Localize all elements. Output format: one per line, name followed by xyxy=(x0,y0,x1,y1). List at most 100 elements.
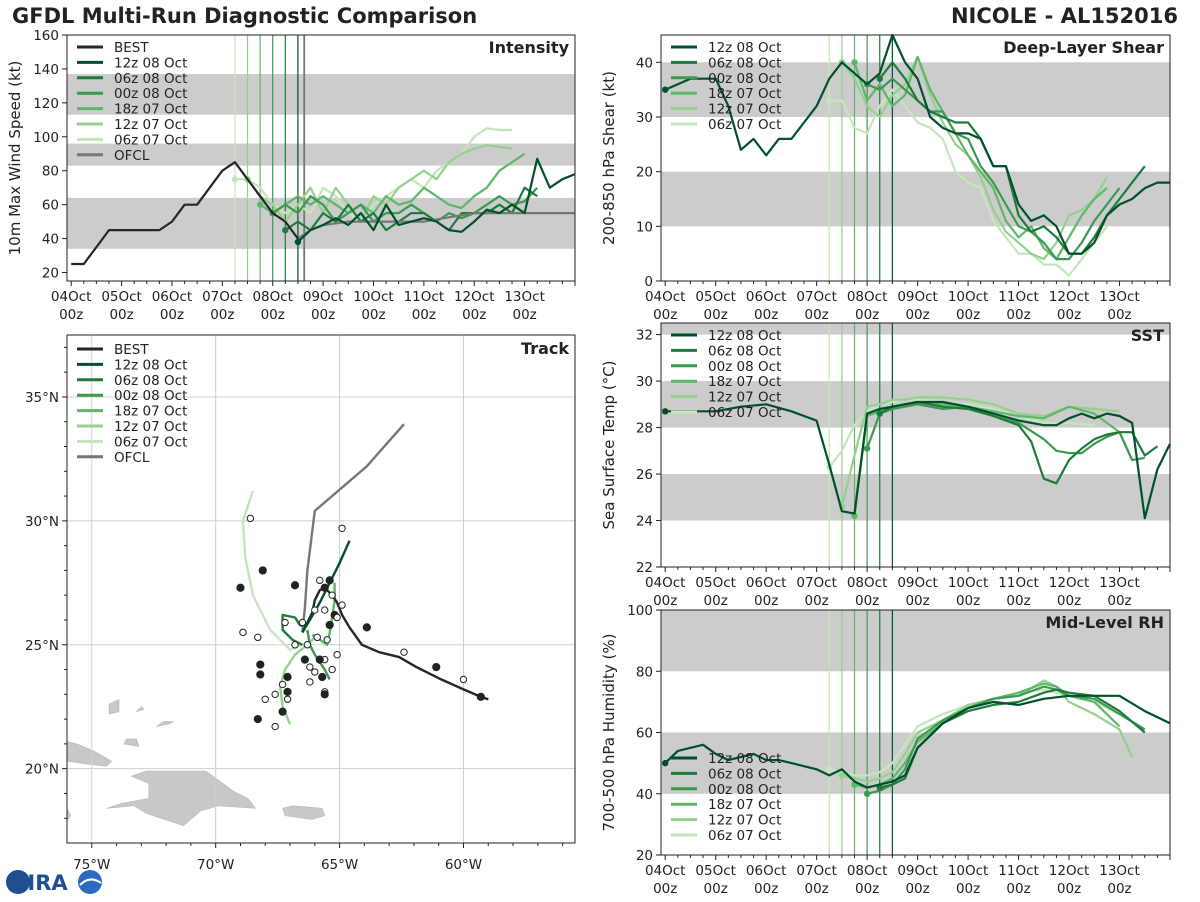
intensity-xtick-label: 00z xyxy=(361,307,385,323)
rh-xtick-label: 10Oct xyxy=(948,863,989,879)
shear-xtick-label: 12Oct xyxy=(1049,289,1090,305)
intensity-start-marker-06z-07-oct xyxy=(231,176,239,183)
track-position-marker xyxy=(476,692,485,701)
shear-xtick-label: 00z xyxy=(956,307,980,323)
rh-xtick-label: 05Oct xyxy=(695,863,736,879)
track-position-marker xyxy=(320,583,329,592)
shear-band-0 xyxy=(661,171,1170,227)
track-series-06z-07-oct xyxy=(241,490,311,651)
track-legend-label-00z-08-oct: 00z 08 Oct xyxy=(114,388,187,404)
rh-band-1 xyxy=(661,610,1170,672)
track-position-marker xyxy=(271,722,279,731)
rh-ytick-label: 40 xyxy=(636,787,653,803)
track-xtick-label: 75°W xyxy=(73,857,110,873)
track-position-marker xyxy=(261,695,269,703)
sst-xtick-label: 00z xyxy=(855,593,879,609)
shear-start-marker-18z-07-oct xyxy=(851,59,858,66)
shear-series-00z-08-oct xyxy=(866,77,1121,261)
sst-xtick-label: 10Oct xyxy=(948,575,989,591)
track-legend-label-best: BEST xyxy=(114,342,149,358)
track-position-marker xyxy=(313,633,321,642)
intensity-xtick-label: 00z xyxy=(462,307,486,323)
sst-series-06z-07-oct xyxy=(828,398,1095,468)
rh-xtick-label: 00z xyxy=(1006,881,1030,897)
shear-xtick-label: 05Oct xyxy=(695,289,736,305)
storm-id: NICOLE - AL152016 xyxy=(950,4,1178,28)
track-position-marker xyxy=(318,672,327,682)
rh-xtick-label: 12Oct xyxy=(1049,863,1090,879)
logo-graphic: CIRA xyxy=(6,870,102,895)
sst-xtick-label: 00z xyxy=(805,593,829,609)
sst-ytick-label: 24 xyxy=(636,514,653,530)
track-position-marker xyxy=(320,690,329,699)
track-panel: 75°W 70°W 65°W 60°W 20°N 25°N 30°N 35°N Track BES… xyxy=(25,334,576,873)
track-frame xyxy=(66,334,576,844)
rh-xtick-label: 00z xyxy=(855,881,879,897)
shear-series-12z-07-oct xyxy=(841,55,1108,261)
intensity-start-marker-06z-08-oct xyxy=(282,226,289,234)
intensity-xtick-label: 13Oct xyxy=(504,289,545,305)
intensity-panel: 04Oct 00z 05Oct 00z 06Oct 00z 07Oct 00z 08Oct 00z… xyxy=(6,28,576,323)
track-series-ofcl xyxy=(301,423,405,633)
shear-xtick-label: 00z xyxy=(653,307,677,323)
sst-legend-label-12z-08-oct: 12z 08 Oct xyxy=(708,328,781,344)
rh-start-marker-12z-08-oct xyxy=(662,759,669,767)
track-position-marker xyxy=(362,623,371,632)
rh-series-06z-07-oct xyxy=(829,688,1120,777)
sst-xtick-label: 08Oct xyxy=(847,575,888,591)
shear-legend-label-00z-08-oct: 00z 08 Oct xyxy=(708,71,781,87)
track-position-marker xyxy=(290,581,300,590)
track-ytick-label: 35°N xyxy=(25,390,59,406)
intensity-xtick-label: 00z xyxy=(412,307,436,323)
intensity-legend-label-ofcl: OFCL xyxy=(114,148,150,164)
shear-xtick-label: 13Oct xyxy=(1099,289,1140,305)
track-position-marker xyxy=(325,620,334,630)
intensity-legend-label-18z-07-oct: 18z 07 Oct xyxy=(114,102,187,118)
track-position-marker xyxy=(338,524,346,532)
track-position-marker xyxy=(283,695,292,703)
track-legend-label-06z-07-oct: 06z 07 Oct xyxy=(114,434,187,450)
track-land-hispaniola xyxy=(106,770,256,827)
sst-panel-title: SST xyxy=(1131,326,1164,345)
rh-panel: 04Oct 00z 05Oct 00z 06Oct 00z 07Oct 00z 08Oct 00z… xyxy=(600,603,1171,897)
intensity-xtick-label: 12Oct xyxy=(454,289,495,305)
rh-xtick-label: 00z xyxy=(754,881,778,897)
track-position-marker xyxy=(283,687,292,696)
intensity-ytick-label: 120 xyxy=(33,96,59,112)
sst-legend-label-18z-07-oct: 18z 07 Oct xyxy=(708,374,781,390)
track-land-mayaguana xyxy=(136,706,145,712)
figure-title: GFDL Multi-Run Diagnostic Comparison xyxy=(12,4,478,28)
shear-xtick-label: 00z xyxy=(1006,307,1030,323)
sst-series-00z-08-oct xyxy=(866,403,1145,462)
track-position-marker xyxy=(256,660,265,669)
sst-xtick-label: 00z xyxy=(704,593,728,609)
intensity-series-12z-07-oct xyxy=(246,144,513,223)
intensity-xtick-label: 00z xyxy=(160,307,184,323)
track-land-cuba xyxy=(66,741,113,767)
shear-frame xyxy=(660,34,1171,282)
track-position-marker xyxy=(311,668,319,676)
shear-ytick-label: 10 xyxy=(636,219,653,235)
shear-ytick-label: 0 xyxy=(644,274,653,290)
rh-legend-label-12z-08-oct: 12z 08 Oct xyxy=(708,751,781,767)
track-land-puerto-rico xyxy=(282,805,326,820)
sst-legend-label-06z-07-oct: 06z 07 Oct xyxy=(708,405,781,421)
sst-xtick-label: 00z xyxy=(905,593,929,609)
intensity-xtick-label: 11Oct xyxy=(404,289,445,305)
track-xtick-label: 65°W xyxy=(321,857,358,873)
intensity-xtick-label: 06Oct xyxy=(152,289,193,305)
sst-ytick-label: 28 xyxy=(636,421,653,437)
intensity-xtick-label: 08Oct xyxy=(252,289,293,305)
track-position-marker xyxy=(400,648,408,656)
intensity-ytick-label: 20 xyxy=(42,266,59,282)
track-position-marker xyxy=(306,678,314,686)
track-series-12z-08-oct xyxy=(301,540,351,634)
rh-legend-label-18z-07-oct: 18z 07 Oct xyxy=(708,797,781,813)
track-position-marker xyxy=(333,650,341,659)
track-position-marker xyxy=(283,672,292,682)
track-position-marker xyxy=(323,636,331,644)
intensity-xtick-label: 05Oct xyxy=(101,289,142,305)
shear-series-12z-08-oct xyxy=(664,33,1170,255)
sst-xtick-label: 11Oct xyxy=(998,575,1039,591)
